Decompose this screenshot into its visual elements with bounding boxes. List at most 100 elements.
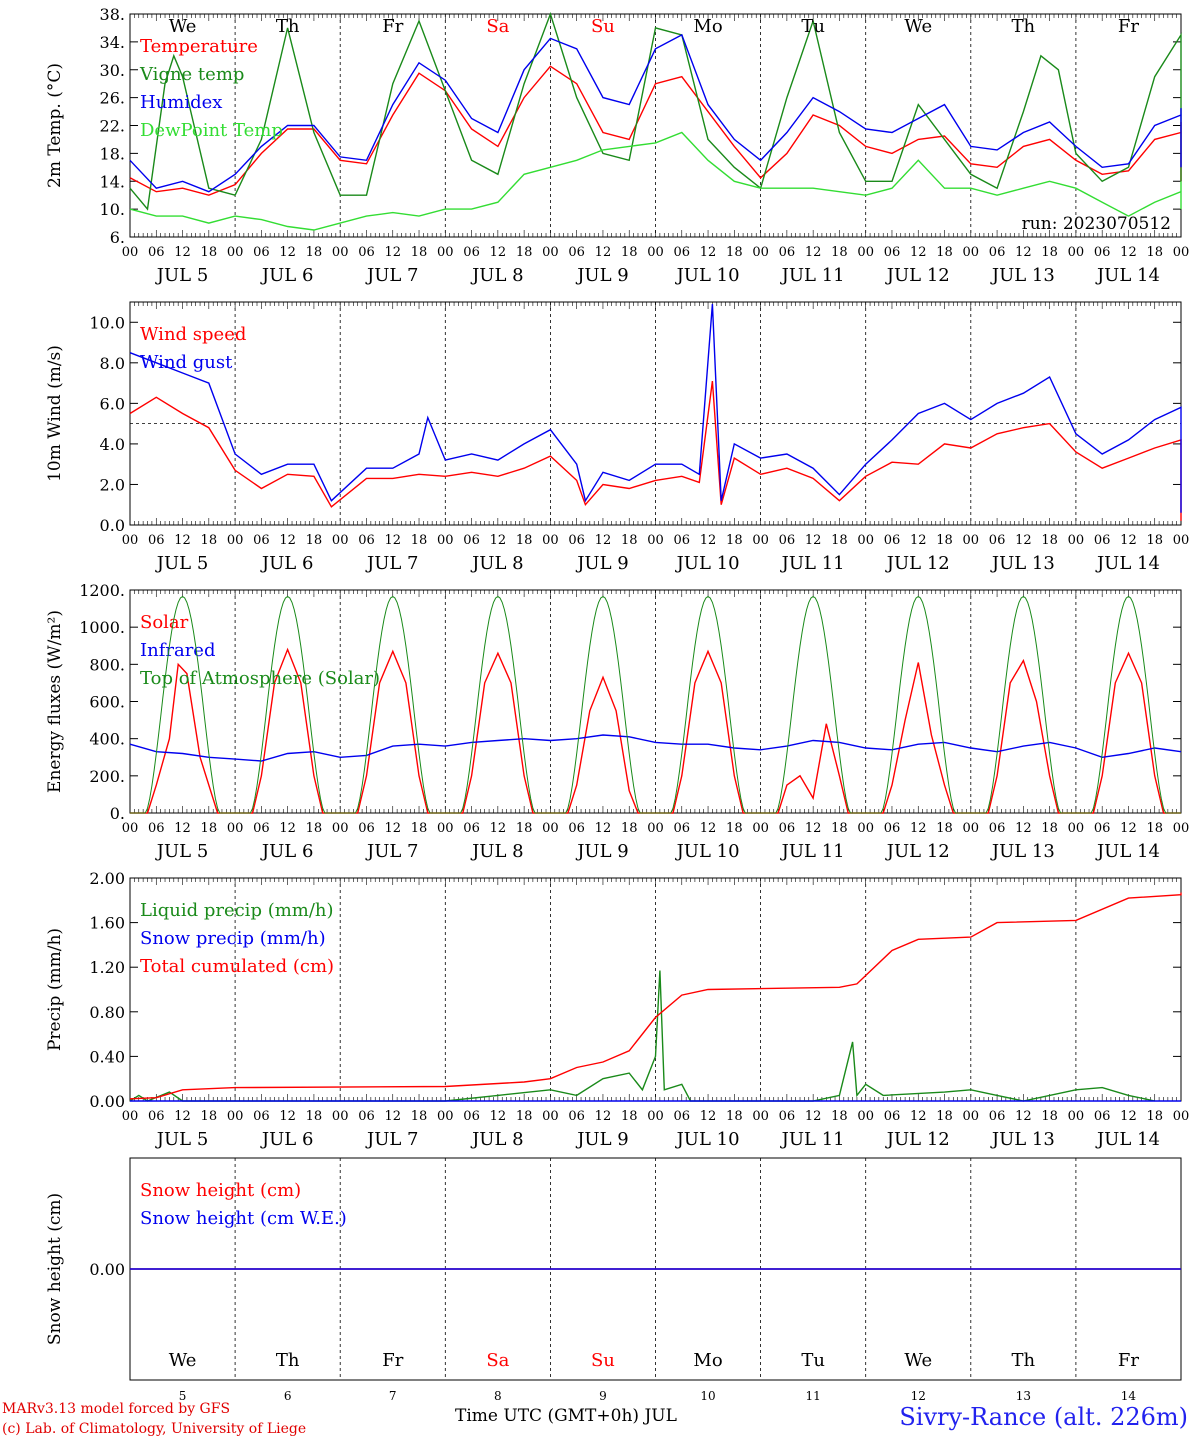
hour-tick-label: 18 bbox=[1041, 1109, 1058, 1124]
hour-tick-label: 00 bbox=[1173, 533, 1190, 548]
hour-tick-label: 18 bbox=[936, 533, 953, 548]
hour-tick-label: 12 bbox=[595, 821, 612, 836]
day-label: JUL 9 bbox=[575, 1129, 629, 1150]
y-tick-label: 10.0 bbox=[89, 313, 125, 332]
hour-tick-label: 06 bbox=[463, 1109, 480, 1124]
x-axis-label: Time UTC (GMT+0h) JUL bbox=[455, 1406, 677, 1426]
hour-tick-label: 18 bbox=[306, 821, 323, 836]
hour-tick-label: 00 bbox=[122, 1109, 139, 1124]
y-tick-label: 6. bbox=[110, 228, 125, 247]
series-line-wind-0 bbox=[129, 381, 1182, 521]
hour-tick-label: 00 bbox=[437, 1109, 454, 1124]
hour-tick-label: 12 bbox=[174, 821, 191, 836]
day-label: JUL 11 bbox=[780, 553, 845, 574]
hour-tick-label: 12 bbox=[700, 821, 717, 836]
hour-tick-label: 12 bbox=[384, 533, 401, 548]
day-label: JUL 12 bbox=[885, 1129, 950, 1150]
hour-tick-label: 00 bbox=[963, 821, 980, 836]
hour-tick-label: 00 bbox=[857, 533, 874, 548]
y-tick-label: 400. bbox=[89, 730, 125, 749]
day-label: JUL 14 bbox=[1095, 265, 1160, 286]
weekday-label: Th bbox=[1012, 1350, 1036, 1371]
hour-tick-label: 06 bbox=[358, 533, 375, 548]
legend-temp-0: Temperature bbox=[140, 36, 258, 57]
hour-tick-label: 00 bbox=[647, 533, 664, 548]
hour-tick-label: 00 bbox=[857, 1109, 874, 1124]
day-label: JUL 6 bbox=[260, 1129, 314, 1150]
day-label: JUL 5 bbox=[155, 265, 209, 286]
weekday-label: Sa bbox=[486, 16, 509, 37]
hour-tick-label: 18 bbox=[831, 533, 848, 548]
hour-tick-label: 12 bbox=[1015, 821, 1032, 836]
hour-tick-label: 18 bbox=[516, 1109, 533, 1124]
series-line-temp-1 bbox=[129, 11, 1182, 211]
legend-precip-2: Total cumulated (cm) bbox=[140, 956, 334, 977]
day-label: JUL 7 bbox=[365, 841, 419, 862]
weekday-label: Mo bbox=[693, 16, 722, 37]
hour-tick-label: 00 bbox=[122, 821, 139, 836]
hour-tick-label: 00 bbox=[647, 1109, 664, 1124]
day-label: JUL 13 bbox=[990, 265, 1055, 286]
hour-tick-label: 12 bbox=[384, 245, 401, 260]
hour-tick-label: 18 bbox=[1146, 1109, 1163, 1124]
hour-tick-label: 12 bbox=[279, 821, 296, 836]
legend-snow-1: Snow height (cm W.E.) bbox=[140, 1208, 347, 1229]
hour-tick-label: 12 bbox=[700, 533, 717, 548]
day-label: JUL 14 bbox=[1095, 841, 1160, 862]
hour-tick-label: 06 bbox=[989, 821, 1006, 836]
lab-credit: (c) Lab. of Climatology, University of L… bbox=[2, 1421, 307, 1437]
day-label: JUL 8 bbox=[470, 841, 524, 862]
hour-tick-label: 00 bbox=[227, 245, 244, 260]
day-label: JUL 8 bbox=[470, 1129, 524, 1150]
hour-tick-label: 06 bbox=[358, 245, 375, 260]
day-label: JUL 9 bbox=[575, 841, 629, 862]
weekday-label: Fr bbox=[1118, 1350, 1139, 1371]
day-label: JUL 6 bbox=[260, 841, 314, 862]
hour-tick-label: 18 bbox=[1146, 821, 1163, 836]
hour-tick-label: 06 bbox=[884, 821, 901, 836]
series-line-precip-2 bbox=[129, 892, 1182, 1100]
hour-tick-label: 18 bbox=[726, 821, 743, 836]
day-label: JUL 12 bbox=[885, 265, 950, 286]
panel-frame-wind bbox=[129, 301, 1182, 526]
hour-tick-label: 06 bbox=[674, 533, 691, 548]
day-label: JUL 11 bbox=[780, 841, 845, 862]
hour-tick-label: 12 bbox=[174, 245, 191, 260]
weekday-label: Tu bbox=[801, 1350, 825, 1371]
day-label: JUL 9 bbox=[575, 553, 629, 574]
hour-tick-label: 18 bbox=[936, 1109, 953, 1124]
hour-tick-label: 06 bbox=[568, 245, 585, 260]
hour-tick-label: 00 bbox=[752, 1109, 769, 1124]
hour-tick-label: 18 bbox=[831, 1109, 848, 1124]
hour-tick-label: 00 bbox=[227, 1109, 244, 1124]
hour-tick-label: 12 bbox=[1015, 533, 1032, 548]
hour-tick-label: 00 bbox=[1068, 1109, 1085, 1124]
y-tick-label: 0.00 bbox=[89, 1092, 125, 1111]
y-axis-label: 10m Wind (m/s) bbox=[45, 345, 65, 482]
hour-tick-label: 12 bbox=[595, 533, 612, 548]
hour-tick-label: 12 bbox=[490, 245, 507, 260]
hour-tick-label: 00 bbox=[963, 245, 980, 260]
hour-tick-label: 06 bbox=[253, 533, 270, 548]
hour-tick-label: 18 bbox=[201, 245, 218, 260]
hour-tick-label: 06 bbox=[568, 533, 585, 548]
day-label: JUL 10 bbox=[675, 1129, 740, 1150]
hour-tick-label: 18 bbox=[1041, 821, 1058, 836]
legend-temp-3: DewPoint Temp bbox=[140, 120, 283, 141]
hour-tick-label: 00 bbox=[752, 821, 769, 836]
weekday-label: Tu bbox=[801, 16, 825, 37]
hour-tick-label: 06 bbox=[463, 821, 480, 836]
hour-tick-label: 00 bbox=[963, 533, 980, 548]
day-label: JUL 8 bbox=[470, 265, 524, 286]
hour-tick-label: 06 bbox=[779, 1109, 796, 1124]
hour-tick-label: 06 bbox=[884, 533, 901, 548]
hour-tick-label: 06 bbox=[989, 533, 1006, 548]
y-tick-label: 30. bbox=[100, 61, 125, 80]
weekday-label: We bbox=[904, 1350, 932, 1371]
hour-tick-label: 18 bbox=[201, 821, 218, 836]
day-number-label: 12 bbox=[911, 1389, 926, 1403]
y-tick-label: 8.0 bbox=[100, 354, 125, 373]
hour-tick-label: 00 bbox=[1068, 533, 1085, 548]
hour-tick-label: 06 bbox=[568, 1109, 585, 1124]
hour-tick-label: 12 bbox=[279, 1109, 296, 1124]
